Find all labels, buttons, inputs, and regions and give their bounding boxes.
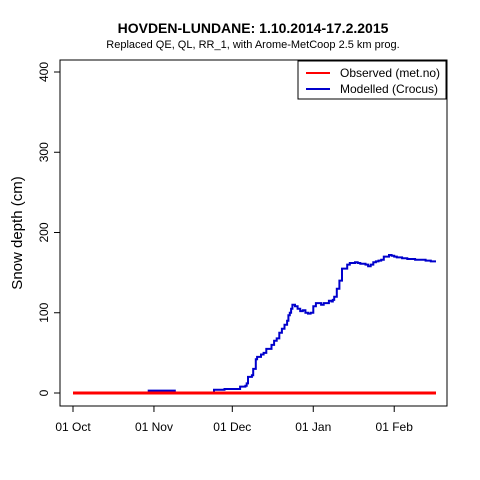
y-tick-label-200: 200 [37,222,51,242]
x-tick-label-01-feb: 01 Feb [376,420,414,434]
legend-label-modelled: Modelled (Crocus) [340,82,438,96]
plot-frame [59,59,448,407]
y-axis-label: Snow depth (cm) [9,176,26,289]
y-tick-label-100: 100 [37,302,51,322]
x-tick-label-01-dec: 01 Dec [213,420,251,434]
x-tick-label-01-nov: 01 Nov [135,420,173,434]
chart-title: HOVDEN-LUNDANE: 1.10.2014-17.2.2015 [118,20,389,36]
y-tick-label-0: 0 [37,389,51,396]
series-line-modelled [73,254,436,394]
x-tick-label-01-jan: 01 Jan [295,420,331,434]
legend-box [297,60,447,100]
plot-layer: 0 100 200 300 400 01 Oct 01 Nov 01 Dec 01 Jan 01 … [37,59,448,434]
y-tick-label-300: 300 [37,142,51,162]
y-tick-label-400: 400 [37,62,51,82]
legend-label-observed: Observed (met.no) [340,66,440,80]
x-tick-label-01-oct: 01 Oct [55,420,91,434]
chart-subtitle: Replaced QE, QL, RR_1, with Arome-MetCoo… [106,39,399,51]
